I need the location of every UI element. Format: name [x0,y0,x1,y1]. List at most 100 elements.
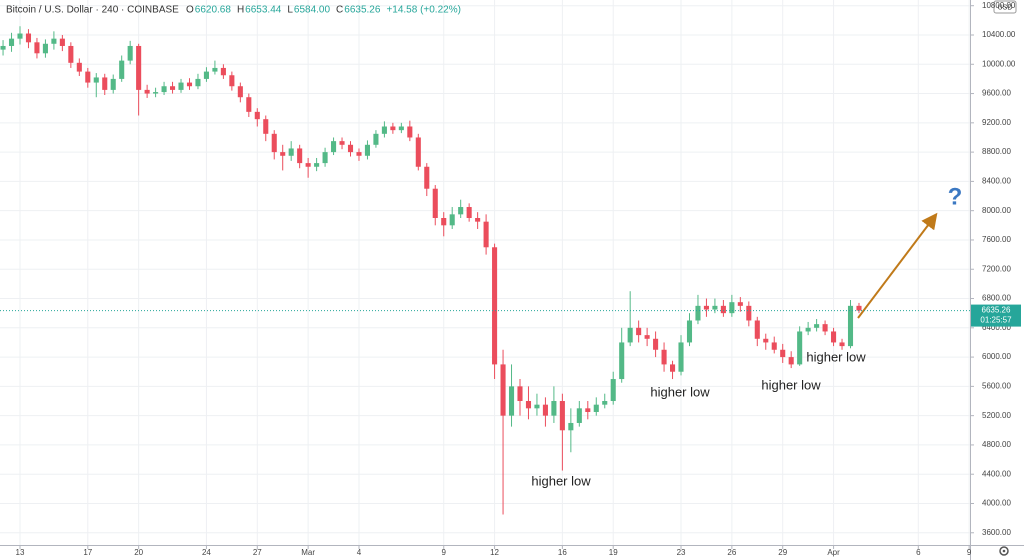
candle-body [636,327,642,336]
currency: USD [998,4,1013,11]
candle-body [661,349,667,365]
x-tick-label: 24 [202,548,211,557]
x-tick-label: 26 [727,548,736,557]
candle-body [271,133,277,153]
candle-body [229,75,235,87]
x-tick-label: 12 [490,548,499,557]
last-price-label: 6635.26 [982,306,1011,315]
candle-body [441,218,447,226]
candle-body [814,324,820,328]
candle-body [720,305,726,314]
candle-body [373,133,379,145]
candle-body [136,45,142,90]
candle-body [780,349,786,358]
candle-body [8,38,15,46]
candle-body [263,119,269,134]
change: +14.58 (+0.22%) [386,5,461,16]
candle-body [339,141,345,145]
candle-body [144,89,150,94]
annotation: higher low [650,384,710,399]
candle-body [602,401,608,405]
x-tick-label: 9 [442,548,447,557]
candle-body [34,42,40,54]
x-tick-label: 17 [83,548,92,557]
x-tick-label: 4 [357,548,362,557]
candle-body [432,188,438,218]
candle-body [356,152,362,156]
candle-body [331,141,337,153]
candle-body [788,357,794,365]
settings-icon[interactable] [999,546,1009,556]
candle-body [483,221,489,248]
candle-body [627,327,633,343]
candle-body [712,305,718,310]
candle-body [42,43,48,54]
candle-body [458,207,464,215]
candle-body [153,92,159,94]
candle-body [178,82,184,90]
candle-body [415,137,421,167]
candle-body [703,305,709,310]
ohlc-value: 6653.44 [245,5,282,16]
candle-body [475,218,481,222]
y-tick-label: 6400.00 [982,323,1011,332]
y-tick-label: 6000.00 [982,352,1011,361]
ohlc-label: L [287,5,293,16]
candle-body [670,364,676,372]
ohlc-value: 6620.68 [195,5,232,16]
question-mark: ? [948,183,963,210]
candle-body [93,77,99,83]
y-tick-label: 5600.00 [982,381,1011,390]
ohlc-label: H [237,5,244,16]
y-tick-label: 10400.00 [982,30,1016,39]
candle-body [466,207,472,218]
y-tick-label: 7200.00 [982,264,1011,273]
candle-body [398,126,404,131]
candle-body [186,82,193,87]
x-tick-label: 9 [967,548,972,557]
candle-body [68,45,74,63]
y-tick-label: 10800.00 [982,1,1016,10]
candle-body [297,148,303,164]
candle-body [246,97,252,112]
countdown: 01:25:57 [980,316,1012,325]
candle-body [593,404,599,412]
y-tick-label: 8800.00 [982,147,1011,156]
x-tick-label: Mar [301,548,315,557]
y-tick-label: 9200.00 [982,118,1011,127]
candle-body [110,78,116,90]
candle-body [407,126,413,138]
x-tick-label: 20 [134,548,143,557]
candle-body [551,401,557,416]
candle-body [212,67,218,72]
y-tick-label: 8400.00 [982,177,1011,186]
candle-body [305,163,311,167]
y-tick-label: 9600.00 [982,89,1011,98]
candle-body [347,144,354,153]
settings-ring [999,546,1009,556]
candle-body [170,86,176,90]
annotation: higher low [806,349,866,364]
ohlc-value: 6635.26 [344,5,381,16]
x-tick-label: 13 [16,548,25,557]
candle-body [686,320,693,343]
candle-body [653,338,659,350]
x-tick-label: 29 [778,548,787,557]
y-tick-label: 4400.00 [982,469,1011,478]
candle-body [619,342,625,380]
candle-body [729,302,735,314]
candle-body [127,45,133,61]
candle-body [76,62,82,72]
candle-body [517,386,523,402]
candle-body [737,302,743,306]
candle-body [161,86,167,93]
candle-body [805,327,811,332]
candle-body [280,152,286,156]
candle-body [508,386,515,416]
candle-body [364,144,370,156]
candle-body [381,126,387,134]
y-tick-label: 3600.00 [982,528,1011,537]
y-tick-label: 8000.00 [982,206,1011,215]
